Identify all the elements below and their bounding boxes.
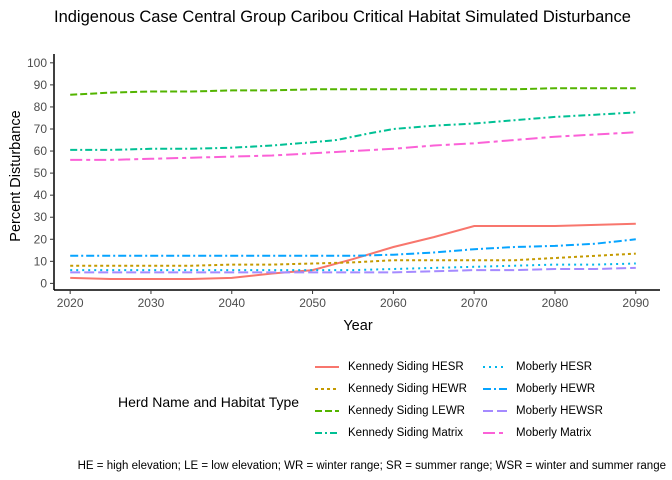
legend-title: Herd Name and Habitat Type [118, 394, 300, 410]
x-tick-label: 2030 [138, 296, 165, 310]
x-tick-label: 2080 [542, 296, 569, 310]
series-line-kennedy-siding-matrix [70, 111, 636, 151]
x-tick-label: 2090 [622, 296, 649, 310]
legend-item: Moberly Matrix [480, 422, 591, 444]
y-axis-title: Percent Disturbance [8, 110, 24, 241]
legend-item: Kennedy Siding HESR [312, 356, 464, 378]
legend-key-swatch [483, 432, 507, 434]
x-tick-label: 2040 [218, 296, 245, 310]
legend-label: Moberly HEWSR [516, 405, 603, 417]
x-tick-label: 2070 [461, 296, 488, 310]
y-tick-label: 60 [34, 144, 48, 158]
caption: HE = high elevation; LE = low elevation;… [77, 460, 666, 472]
plot-lines [70, 87, 636, 280]
series-line-moberly-hewsr [70, 266, 636, 274]
legend-item: Moberly HESR [480, 356, 592, 378]
y-tick-label: 70 [34, 122, 48, 136]
legend-key-swatch [315, 410, 339, 412]
legend-item: Moberly HEWSR [480, 400, 603, 422]
legend-key-swatch [315, 432, 339, 434]
y-tick-label: 0 [40, 276, 47, 290]
legend-label: Moberly Matrix [516, 427, 592, 439]
series-line-kennedy-siding-hesr [70, 222, 636, 280]
x-tick-label: 2020 [57, 296, 84, 310]
y-tick-label: 80 [34, 100, 48, 114]
legend-key-swatch [483, 388, 507, 390]
series-line-kennedy-siding-lewr [70, 87, 636, 96]
y-tick-label: 90 [34, 78, 48, 92]
legend-item: Kennedy Siding Matrix [312, 422, 463, 444]
series-line-moberly-hewr [70, 238, 636, 257]
x-axis-title: Year [343, 318, 372, 334]
legend-label: Moberly HESR [516, 361, 593, 373]
y-tick-label: 50 [34, 166, 48, 180]
legend-item: Kennedy Siding HEWR [312, 378, 467, 400]
chart-title: Indigenous Case Central Group Caribou Cr… [54, 8, 631, 26]
y-tick-label: 40 [34, 188, 48, 202]
legend-label: Kennedy Siding Matrix [348, 427, 464, 439]
legend-key-swatch [315, 388, 339, 390]
legend-item: Moberly HEWR [480, 378, 595, 400]
x-tick-label: 2060 [380, 296, 407, 310]
series-line-kennedy-siding-hewr [70, 252, 636, 267]
legend-label: Kennedy Siding LEWR [348, 405, 465, 417]
legend: Kennedy Siding HESR Kennedy Siding HEWR Ke… [312, 356, 652, 446]
legend-key-swatch [315, 366, 339, 368]
series-line-moberly-hesr [70, 262, 636, 272]
y-tick-label: 20 [34, 232, 48, 246]
x-tick-label: 2050 [299, 296, 326, 310]
legend-label: Kennedy Siding HEWR [348, 383, 467, 395]
series-line-moberly-matrix [70, 131, 636, 161]
legend-item: Kennedy Siding LEWR [312, 400, 465, 422]
y-tick-label: 10 [34, 254, 48, 268]
legend-key-swatch [483, 410, 507, 412]
y-tick-label: 100 [27, 56, 47, 70]
legend-key-swatch [483, 366, 507, 368]
y-tick-label: 30 [34, 210, 48, 224]
legend-label: Kennedy Siding HESR [348, 361, 464, 373]
legend-label: Moberly HEWR [516, 383, 596, 395]
